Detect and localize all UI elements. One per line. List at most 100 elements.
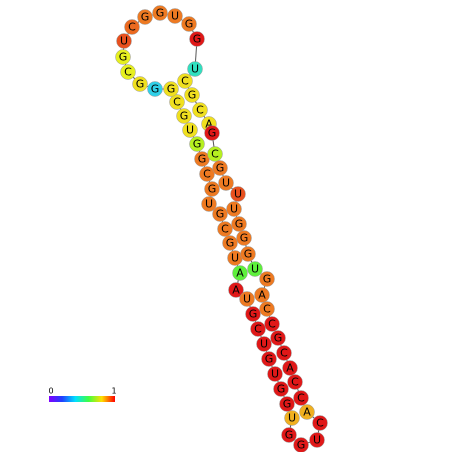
nucleotide-label: U bbox=[222, 177, 230, 190]
nucleotide-label: G bbox=[193, 33, 202, 46]
nucleotide bbox=[116, 33, 132, 49]
nucleotide bbox=[232, 265, 248, 281]
nucleotide-label: G bbox=[297, 439, 306, 452]
nucleotide bbox=[201, 196, 217, 212]
nucleotide-label: G bbox=[141, 11, 150, 24]
color-scale bbox=[49, 396, 115, 402]
nucleotide-label: G bbox=[285, 429, 294, 442]
nucleotide-label: C bbox=[263, 303, 271, 316]
nucleotide-label: C bbox=[196, 104, 204, 117]
nucleotide bbox=[212, 206, 228, 222]
nucleotide-label: G bbox=[208, 127, 217, 140]
nucleotide bbox=[228, 282, 244, 298]
nucleotide bbox=[259, 271, 275, 287]
nucleotide-label: G bbox=[188, 89, 197, 102]
nucleotide-label: G bbox=[208, 183, 217, 196]
nucleotide-label: U bbox=[234, 188, 242, 201]
nucleotide-label: C bbox=[181, 75, 189, 88]
nucleotide bbox=[176, 108, 192, 124]
nucleotide-label: A bbox=[303, 406, 311, 419]
nucleotide bbox=[204, 181, 220, 197]
nucleotide-label: G bbox=[216, 162, 225, 175]
nucleotide bbox=[254, 287, 270, 303]
nucleotide-label: U bbox=[243, 293, 251, 306]
nucleotide bbox=[250, 321, 266, 337]
nucleotide bbox=[120, 64, 136, 80]
nucleotide-label: G bbox=[265, 353, 274, 366]
nucleotide bbox=[245, 306, 261, 322]
nucleotide-label: G bbox=[151, 83, 160, 96]
nucleotide-label: C bbox=[203, 168, 211, 181]
nucleotide-label: U bbox=[251, 263, 259, 276]
nucleotide bbox=[264, 316, 280, 332]
nucleotide-label: A bbox=[236, 267, 244, 280]
nucleotide bbox=[287, 374, 303, 390]
nucleotide-label: G bbox=[156, 7, 165, 20]
nucleotide bbox=[137, 9, 153, 25]
nucleotide-label: C bbox=[316, 417, 324, 430]
nucleotide-label: G bbox=[216, 208, 225, 221]
nucleotide bbox=[218, 175, 234, 191]
nucleotide bbox=[259, 301, 275, 317]
nucleotide bbox=[189, 31, 205, 47]
nucleotide-label: C bbox=[280, 347, 288, 360]
nucleotide-label: C bbox=[211, 148, 219, 161]
nucleotide bbox=[177, 73, 193, 89]
nucleotide-label: C bbox=[254, 323, 262, 336]
nucleotide bbox=[167, 8, 183, 24]
nucleotide-label: A bbox=[286, 362, 294, 375]
nucleotide-label: G bbox=[235, 218, 244, 231]
nucleotide bbox=[309, 432, 325, 448]
nucleotide bbox=[312, 415, 328, 431]
nucleotide-label: U bbox=[191, 63, 199, 76]
nucleotide bbox=[189, 136, 205, 152]
nucleotide-label: A bbox=[232, 284, 240, 297]
nucleotide bbox=[267, 366, 283, 382]
nucleotide-label: G bbox=[274, 332, 283, 345]
nucleotide-label: G bbox=[198, 153, 207, 166]
nucleotide bbox=[187, 61, 203, 77]
legend-max: 1 bbox=[111, 387, 116, 396]
nucleotide-label: U bbox=[260, 338, 268, 351]
nucleotide bbox=[281, 427, 297, 443]
nucleotide bbox=[240, 246, 256, 262]
nucleotide bbox=[236, 230, 252, 246]
nucleotide bbox=[212, 160, 228, 176]
nucleotide bbox=[247, 261, 263, 277]
nucleotide bbox=[222, 235, 238, 251]
nucleotide-label: C bbox=[128, 21, 136, 34]
nucleotide bbox=[231, 216, 247, 232]
nucleotide-label: U bbox=[313, 434, 321, 447]
nucleotide-label: G bbox=[226, 237, 235, 250]
nucleotide-label: G bbox=[240, 232, 249, 245]
nucleotide-label: U bbox=[231, 252, 239, 265]
nucleotide-label: U bbox=[230, 203, 238, 216]
nucleotide bbox=[147, 81, 163, 97]
nucleotide-label: G bbox=[249, 308, 258, 321]
nucleotide bbox=[276, 345, 292, 361]
nucleotide-label: U bbox=[271, 368, 279, 381]
nucleotide bbox=[163, 81, 179, 97]
nucleotide-label: G bbox=[180, 110, 189, 123]
nucleotide bbox=[282, 360, 298, 376]
nucleotide bbox=[184, 87, 200, 103]
nucleotide bbox=[182, 122, 198, 138]
nucleotide bbox=[199, 166, 215, 182]
nucleotide bbox=[115, 49, 131, 65]
nucleotide-label: C bbox=[297, 392, 305, 405]
nucleotide-label: C bbox=[173, 96, 181, 109]
nucleotide-label: U bbox=[205, 198, 213, 211]
nucleotide-label: A bbox=[258, 289, 266, 302]
nucleotide bbox=[181, 16, 197, 32]
nucleotide bbox=[261, 351, 277, 367]
nucleotide bbox=[293, 390, 309, 406]
nucleotide bbox=[169, 94, 185, 110]
nucleotide-label: G bbox=[185, 18, 194, 31]
nucleotide-label: U bbox=[120, 35, 128, 48]
nucleotide-label: C bbox=[291, 376, 299, 389]
nucleotide bbox=[279, 396, 295, 412]
nucleotide bbox=[239, 291, 255, 307]
nucleotide bbox=[256, 336, 272, 352]
nucleotide bbox=[217, 221, 233, 237]
